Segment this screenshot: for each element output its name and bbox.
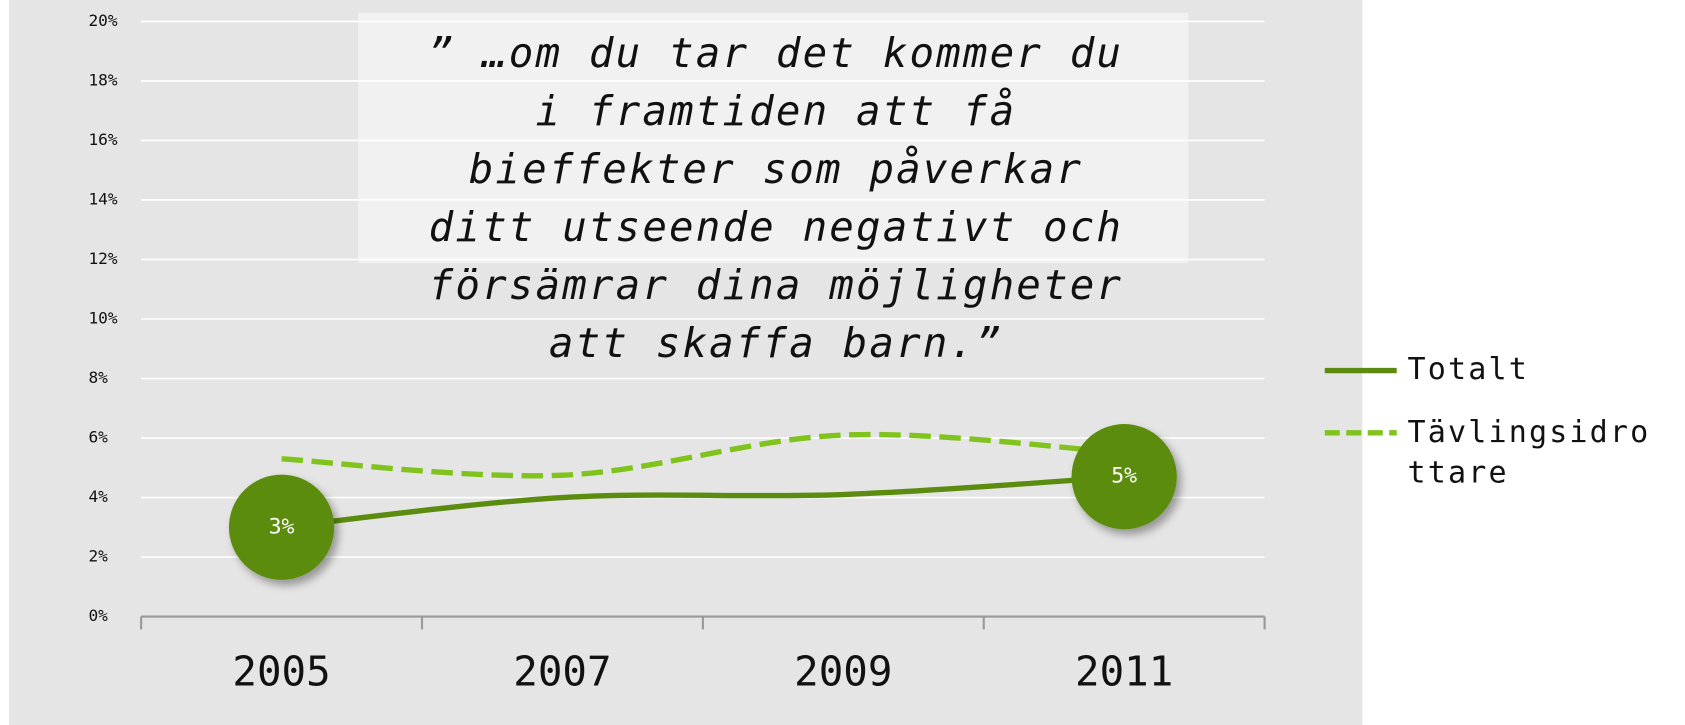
value-label: 3%: [269, 514, 295, 539]
y-tick-label: 18%: [89, 70, 118, 89]
x-tick-label: 2009: [794, 648, 892, 696]
value-label-bubble: [228, 474, 335, 580]
y-tick-label: 14%: [89, 189, 118, 208]
annotation-box: [358, 12, 1189, 264]
x-tick-label: 2005: [232, 648, 330, 696]
y-tick-label: 12%: [89, 249, 118, 268]
x-tick-label: 2011: [1075, 648, 1173, 696]
value-label-bubble: [1071, 424, 1177, 530]
y-tick-label: 0%: [89, 606, 109, 625]
x-tick-label: 2007: [513, 648, 611, 696]
y-tick-label: 6%: [89, 428, 109, 447]
y-tick-label: 4%: [89, 487, 109, 506]
y-tick-label: 2%: [89, 547, 109, 566]
legend-label: Tävlingsidro ttare: [1407, 414, 1650, 490]
y-tick-label: 10%: [89, 309, 118, 328]
series-line: [281, 474, 1125, 530]
series-line: [281, 431, 1125, 479]
y-tick-label: 16%: [89, 130, 118, 149]
value-label: 5%: [1111, 464, 1137, 489]
legend-label: Totalt: [1407, 352, 1528, 387]
annotation-line: ” …om du tar det kommer du: [429, 29, 1123, 77]
y-tick-label: 20%: [89, 11, 118, 30]
annotation-line: försämrar dina möjligheter: [429, 261, 1123, 309]
annotation-line: ditt utseende negativt och: [429, 203, 1123, 251]
y-tick-label: 8%: [89, 368, 109, 387]
annotation-line: att skaffa barn.”: [549, 319, 1003, 367]
chart-background: [9, 0, 1363, 725]
annotation-line: bieffekter som påverkar: [469, 145, 1083, 193]
annotation-line: i framtiden att få: [536, 87, 1017, 135]
